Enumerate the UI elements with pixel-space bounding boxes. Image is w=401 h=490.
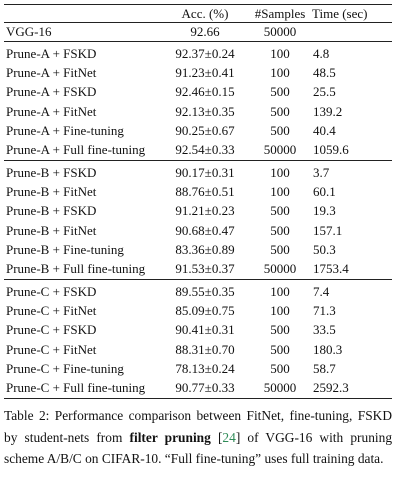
rule	[4, 41, 392, 42]
cell: 4.8	[313, 46, 330, 61]
cell: 180.3	[313, 341, 343, 357]
row-label: Prune-B + Fine-tuning	[6, 241, 124, 257]
cell: 48.5	[313, 65, 336, 81]
cell: 500	[270, 103, 290, 119]
cell: 91.23±0.41	[175, 65, 235, 81]
cell: 7.4	[313, 284, 330, 299]
caption-text: Table 2: Performance comparison between …	[4, 408, 392, 445]
rule	[4, 398, 392, 399]
header-cell: #Samples	[254, 6, 306, 21]
cell: 19.3	[313, 203, 336, 219]
cell: 92.13±0.35	[175, 103, 235, 119]
cell: 1059.6	[313, 142, 349, 157]
cell: 100	[270, 303, 290, 319]
row-label: Prune-B + FSKD	[6, 165, 97, 180]
row-label: Prune-C + Fine-tuning	[6, 360, 124, 376]
cell: 25.5	[313, 84, 336, 100]
cell: 92.37±0.24	[175, 46, 235, 61]
cell: 91.21±0.23	[175, 203, 235, 219]
row-label: Prune-A + Fine-tuning	[6, 122, 124, 138]
cell: 50000	[263, 261, 297, 276]
row-label: Prune-A + FitNet	[6, 103, 97, 119]
cell: 1753.4	[313, 261, 349, 276]
row-label: VGG-16	[6, 24, 52, 39]
caption-bold: filter pruning	[129, 429, 211, 445]
cell: 90.68±0.47	[175, 222, 235, 238]
cell: 500	[270, 360, 290, 376]
cell: 78.13±0.24	[175, 360, 235, 376]
rule	[4, 4, 392, 5]
cell: 100	[270, 284, 290, 299]
cell: 50000	[263, 380, 297, 395]
cell: 90.41±0.31	[175, 322, 235, 338]
caption-text: ] of VGG-16 with pruning scheme A/B/C on…	[4, 429, 393, 467]
cell: 500	[270, 241, 290, 257]
row-label: Prune-C + FSKD	[6, 284, 97, 299]
cell: 91.53±0.37	[175, 261, 235, 276]
row-label: Prune-C + FitNet	[6, 303, 97, 319]
cell: 85.09±0.75	[175, 303, 235, 319]
cell: 71.3	[313, 303, 336, 319]
cell: 100	[270, 65, 290, 81]
rule	[4, 22, 392, 23]
cell: 500	[270, 222, 290, 238]
cell: 500	[270, 84, 290, 100]
cell: 83.36±0.89	[175, 241, 235, 257]
cell: 50000	[263, 142, 297, 157]
cell: 92.66	[190, 24, 220, 39]
cell: 88.31±0.70	[175, 341, 235, 357]
cell: 90.25±0.67	[175, 122, 235, 138]
cell: 50.3	[313, 241, 336, 257]
cell: 500	[270, 122, 290, 138]
caption: Table 2: Performance comparison between …	[4, 405, 392, 470]
rule	[4, 279, 392, 280]
row-label: Prune-B + FitNet	[6, 184, 97, 200]
row-label: Prune-C + FitNet	[6, 341, 97, 357]
cell: 40.4	[313, 122, 336, 138]
table: Acc. (%) #Samples Time (sec) VGG-16 92.66 500…	[4, 4, 392, 399]
citation[interactable]: 24	[222, 429, 236, 445]
cell: 2592.3	[313, 380, 349, 395]
cell: 500	[270, 322, 290, 338]
cell: 50000	[263, 24, 297, 39]
cell: 33.5	[313, 322, 336, 338]
cell: 88.76±0.51	[175, 184, 235, 200]
caption-text: [	[217, 429, 223, 445]
header-cell: Acc. (%)	[181, 6, 229, 21]
cell: 100	[270, 46, 290, 61]
row-label: Prune-C + FSKD	[6, 322, 97, 338]
cell: 139.2	[313, 103, 343, 119]
cell: 92.46±0.15	[175, 84, 235, 100]
row-label: Prune-B + Full fine-tuning	[6, 261, 146, 276]
cell: 100	[270, 184, 290, 200]
cell: 3.7	[313, 165, 330, 180]
row-label: Prune-A + Full fine-tuning	[6, 142, 146, 157]
row-label: Prune-C + Full fine-tuning	[6, 380, 146, 395]
cell: 90.17±0.31	[175, 165, 235, 180]
row-label: Prune-A + FitNet	[6, 65, 97, 81]
row-label: Prune-B + FitNet	[6, 222, 97, 238]
cell: 500	[270, 341, 290, 357]
cell: 58.7	[313, 360, 336, 376]
cell: 90.77±0.33	[175, 380, 235, 395]
cell: 500	[270, 203, 290, 219]
cell: 60.1	[313, 184, 336, 200]
cell: 89.55±0.35	[175, 284, 235, 299]
row-label: Prune-A + FSKD	[6, 46, 97, 61]
row-label: Prune-A + FSKD	[6, 84, 97, 100]
rule	[4, 160, 392, 161]
header-cell: Time (sec)	[312, 6, 368, 21]
cell: 100	[270, 165, 290, 180]
row-label: Prune-B + FSKD	[6, 203, 97, 219]
cell: 157.1	[313, 222, 343, 238]
cell: 92.54±0.33	[175, 142, 235, 157]
